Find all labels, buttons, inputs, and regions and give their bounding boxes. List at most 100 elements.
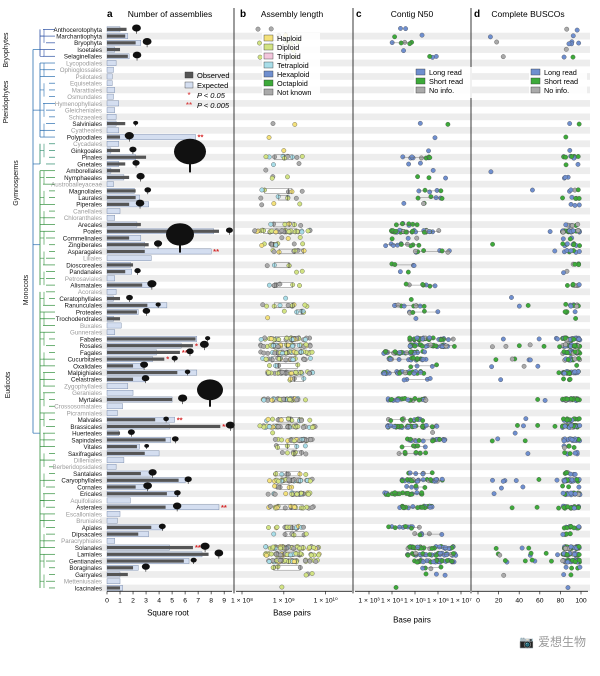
plant-silhouette [147,280,157,288]
point-busco-amborellales [488,169,494,175]
watermark: 📷 爱想生物 [519,635,586,649]
point-n50-sapindales [408,436,413,442]
axis-tick-label-d: 100 [575,597,587,604]
point-n50-pinales [400,154,406,160]
group-label-pteridophytes: Pteridophytes [3,80,10,123]
point-n50-marchantiophyta [392,34,397,40]
point-n50-trochodendrales [413,316,419,321]
point-n50-dioscoreales [411,263,417,268]
order-label-garryales: Garryales [75,572,102,579]
point-length-laurales [258,195,264,201]
tree-trunk [179,240,181,253]
bar-observed-malvales [107,418,156,422]
point-busco-zingiberales [490,241,495,247]
panel-a-bars: ****************** [106,26,228,591]
bar-expected-berberidopsidales [106,464,117,470]
row-band [100,126,590,134]
bar-expected-canellales [106,208,121,214]
point-busco-laurales [560,195,565,201]
point-busco-caryophyllales [554,477,560,483]
plant-silhouette [144,187,152,193]
point-n50-sapindales [420,438,426,444]
point-n50-cucurbitales [410,355,416,361]
point-length-malvales [299,418,305,423]
tree-trunk [209,395,211,407]
point-n50-malpighiales [397,370,403,376]
point-busco-icacinales [565,585,571,590]
point-n50-malpighiales [407,370,412,376]
bar-expected-austrobaileyaceae [106,181,114,187]
point-busco-brassicales [552,423,558,429]
point-length-selaginellales [257,54,263,60]
plant-silhouette [200,542,210,550]
plant-silhouette [132,51,142,59]
row-band [100,73,590,80]
order-label-saxifragales: Saxifragales [68,451,102,458]
point-length-brassicales [266,424,272,430]
point-busco-garryales [561,572,567,577]
point-length-solanales [270,544,276,550]
point-n50-gentianales [445,558,450,563]
point-n50-alismatales [403,281,409,287]
row-band [100,46,590,53]
point-n50-laurales [415,195,421,201]
point-length-cucurbitales [301,357,307,362]
row-band [100,315,590,323]
point-busco-gentianales [502,558,508,563]
row-band [100,476,590,484]
point-n50-brassicales [391,424,397,430]
plant-silhouette [225,227,233,233]
bar-expected-ophioglossales [106,66,114,73]
bar-expected-chloranthales [106,215,115,221]
plant-silhouette [163,416,169,422]
point-n50-sapindales [437,437,442,442]
point-busco-poales [560,229,566,235]
phylogenetic-tree [32,29,55,589]
order-label-canellales: Canellales [73,208,102,215]
point-n50-caryophyllales [420,477,426,483]
plant-silhouettes [124,24,235,572]
order-label-myrtales: Myrtales [79,397,102,404]
order-label-caryophyllales: Caryophyllales [61,478,102,485]
point-busco-oxalidales [574,363,580,368]
plant-silhouette [205,336,211,341]
point-n50-dipsacales [417,532,423,538]
point-busco-myrtales [542,398,548,403]
order-label-laurales: Laurales [78,195,102,202]
point-length-solanales [297,546,303,551]
point-n50-cucurbitales [396,357,402,362]
order-label-ranunculales: Ranunculales [65,303,103,310]
bar-expected-dilleniales [106,457,125,463]
point-n50-arecales [399,221,405,227]
legend-c-label-short-read: Short read [429,77,463,86]
bar-expected-bruniales [106,517,118,524]
point-busco-caryophyllales [562,478,568,484]
point-length-ericales [306,491,311,497]
plant-silhouette [129,146,137,153]
point-n50-apiales [386,524,391,530]
point-length-nymphaeales [269,175,275,181]
plant-silhouette [141,563,150,570]
point-busco-isoetales [563,46,569,52]
order-label-polypodiales: Polypodiales [67,134,102,141]
point-busco-ranunculales [516,303,522,309]
point-n50-saxifragales [402,449,408,455]
point-n50-ericales [414,490,420,496]
point-n50-proteales [422,308,427,314]
point-busco-commelinales [560,236,566,242]
point-n50-arecales [406,221,412,227]
bar-observed-fabales [107,337,196,341]
point-length-asterales [267,503,273,509]
bar-observed-ericales [107,492,167,496]
point-n50-ranunculales [395,302,401,308]
axis-title-b: Base pairs [273,608,311,617]
order-label-huerteales: Huerteales [72,431,102,438]
point-n50-apiales [397,524,402,530]
box-length-poales [263,228,297,234]
box-length-arecales [273,221,295,228]
axis-tick-label-b: 1 × 10¹⁰ [314,597,338,604]
point-n50-solanales [443,545,449,551]
point-length-saxifragales [303,451,309,457]
order-label-malpighiales: Malpighiales [68,370,102,377]
point-length-gnetales [271,162,276,167]
